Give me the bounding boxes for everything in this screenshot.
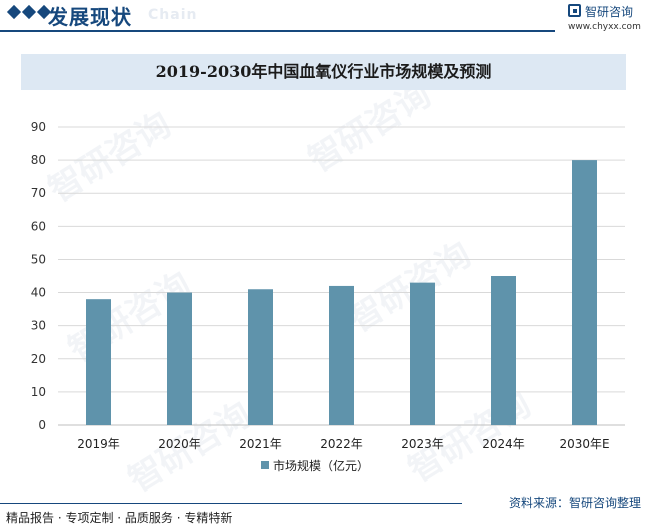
brand-name: 智研咨询 [585,5,634,19]
y-tick-label: 10 [31,385,46,399]
x-tick-label: 2030年E [559,437,609,451]
page-title-en: Chain [148,7,198,23]
footer-tagline: 精品报告 · 专项定制 · 品质服务 · 专精特新 [6,511,233,525]
x-tick-label: 2022年 [320,437,363,451]
x-tick-label: 2021年 [239,437,282,451]
bar [491,276,516,425]
bar [248,289,273,425]
x-tick-label: 2023年 [401,437,444,451]
bar [167,292,192,425]
brand-url: www.chyxx.com [568,22,641,32]
footer-divider [0,503,462,504]
y-tick-label: 30 [31,319,46,333]
brand: 智研咨询 [568,3,647,19]
bar [329,285,354,425]
x-tick-label: 2020年 [158,437,201,451]
source-note: 资料来源：智研咨询整理 [508,496,641,510]
bar [410,282,435,425]
legend-swatch [261,461,269,469]
y-tick-label: 50 [31,252,46,266]
chart-title: 2019-2030年中国血氧仪行业市场规模及预测 [155,62,492,81]
header-divider [0,30,555,32]
legend-label: 市场规模（亿元） [273,458,369,473]
y-tick-label: 70 [31,186,46,200]
brand-logo-icon [568,4,581,17]
chart-title-box: 2019-2030年中国血氧仪行业市场规模及预测 [21,54,626,90]
y-tick-label: 40 [31,286,46,300]
page-header: 发展现状 Chain 智研咨询 www.chyxx.com [0,0,647,34]
y-tick-label: 0 [38,418,46,432]
bar [86,299,111,425]
x-tick-label: 2019年 [77,437,120,451]
bar [572,160,597,425]
y-tick-label: 90 [31,120,46,134]
page-title: 发展现状 [48,5,132,29]
y-tick-label: 80 [31,153,46,167]
y-tick-label: 20 [31,352,46,366]
x-tick-label: 2024年 [482,437,525,451]
y-tick-label: 60 [31,219,46,233]
